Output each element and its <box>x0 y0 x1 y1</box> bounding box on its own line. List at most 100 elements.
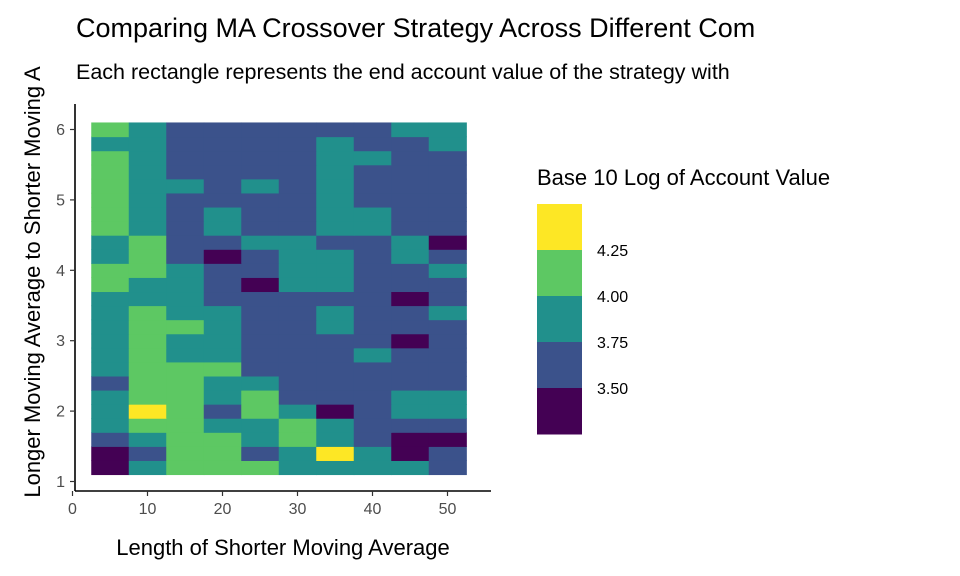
heatmap-cell <box>91 432 130 447</box>
heatmap-cell <box>91 446 130 461</box>
heatmap-cell <box>316 206 355 222</box>
heatmap-cell <box>391 460 430 476</box>
heatmap-cell <box>91 164 130 180</box>
heatmap-cell <box>203 460 242 476</box>
heatmap-cell <box>128 291 167 307</box>
heatmap-cell <box>241 192 280 208</box>
y-tick-label: 1 <box>56 474 65 491</box>
heatmap-cell <box>353 136 392 152</box>
x-tick-label: 30 <box>289 501 307 518</box>
heatmap-cell <box>241 460 280 476</box>
heatmap-cell <box>353 333 392 349</box>
heatmap-cell <box>241 150 280 166</box>
heatmap-cell <box>166 192 205 208</box>
heatmap-cell <box>203 333 242 349</box>
heatmap-cell <box>316 150 355 166</box>
heatmap-cell <box>391 418 430 433</box>
heatmap-cell <box>353 347 392 363</box>
heatmap-cell <box>128 333 167 349</box>
heatmap-cell <box>316 446 355 461</box>
heatmap-cell <box>353 221 392 236</box>
heatmap-cell <box>316 263 355 278</box>
y-tick-label: 5 <box>56 192 65 209</box>
heatmap-cell <box>428 333 467 349</box>
heatmap-cell <box>166 178 205 194</box>
heatmap-cell <box>203 221 242 236</box>
heatmap-cell <box>166 446 205 461</box>
heatmap-cell <box>353 122 392 138</box>
heatmap-cell <box>316 418 355 433</box>
heatmap-cell <box>316 122 355 138</box>
heatmap-cell <box>166 361 205 377</box>
heatmap-cell <box>241 235 280 250</box>
heatmap-cell <box>166 404 205 419</box>
heatmap-cell <box>278 150 317 166</box>
heatmap-cell <box>316 164 355 180</box>
heatmap-cell <box>316 235 355 250</box>
heatmap-cell <box>353 389 392 405</box>
heatmap-cell <box>278 418 317 433</box>
heatmap-cell <box>391 319 430 335</box>
heatmap-cell <box>166 432 205 447</box>
heatmap-cell <box>91 150 130 166</box>
heatmap-cell <box>353 291 392 307</box>
heatmap-cell <box>203 432 242 447</box>
heatmap-cell <box>203 418 242 433</box>
legend-swatch <box>537 388 582 435</box>
heatmap-cell <box>203 178 242 194</box>
heatmap-cell <box>241 333 280 349</box>
heatmap-cell <box>166 375 205 391</box>
heatmap-cell <box>241 221 280 236</box>
x-tick-label: 10 <box>139 501 157 518</box>
heatmap-cell <box>316 375 355 391</box>
legend: Base 10 Log of Account Value 4.25 4.00 3.7… <box>537 165 830 435</box>
heatmap-cell <box>91 221 130 236</box>
heatmap-cell <box>128 347 167 363</box>
heatmap-cell <box>353 432 392 447</box>
heatmap-cell <box>166 347 205 363</box>
heatmap-cell <box>428 460 467 476</box>
legend-label: 3.50 <box>597 381 628 398</box>
heatmap-cell <box>128 404 167 419</box>
heatmap-cell <box>278 249 317 264</box>
heatmap-cell <box>316 404 355 419</box>
x-axis-label: Length of Shorter Moving Average <box>116 535 449 560</box>
heatmap-cell <box>391 178 430 194</box>
x-tick-label: 20 <box>214 501 232 518</box>
heatmap-cell <box>391 235 430 250</box>
legend-label: 3.75 <box>597 335 628 352</box>
heatmap-cell <box>278 206 317 222</box>
heatmap-cell <box>203 375 242 391</box>
heatmap-cell <box>166 235 205 250</box>
heatmap-cell <box>316 389 355 405</box>
heatmap-cell <box>128 206 167 222</box>
heatmap-cell <box>203 235 242 250</box>
heatmap-cell <box>316 192 355 208</box>
heatmap-cell <box>203 305 242 321</box>
heatmap-cell <box>428 389 467 405</box>
heatmap-cell <box>428 446 467 461</box>
heatmap-cell <box>91 418 130 433</box>
legend-swatch <box>537 204 582 251</box>
heatmap-cell <box>91 136 130 152</box>
heatmap-cell <box>128 150 167 166</box>
y-tick-label: 2 <box>56 404 65 421</box>
heatmap-cell <box>428 178 467 194</box>
heatmap-cell <box>391 150 430 166</box>
heatmap-cell <box>278 263 317 278</box>
heatmap-cell <box>428 404 467 419</box>
heatmap-cell <box>241 389 280 405</box>
heatmap-cell <box>91 263 130 278</box>
heatmap-cell <box>428 319 467 335</box>
heatmap-cell <box>428 347 467 363</box>
y-tick-label: 4 <box>56 263 65 280</box>
heatmap-cell <box>166 150 205 166</box>
heatmap-cell <box>128 221 167 236</box>
heatmap-cell <box>391 277 430 293</box>
heatmap-cell <box>241 418 280 433</box>
heatmap-cell <box>166 460 205 476</box>
heatmap-cell <box>316 361 355 377</box>
heatmap-cell <box>241 178 280 194</box>
heatmap-cell <box>278 178 317 194</box>
heatmap-cell <box>91 235 130 250</box>
